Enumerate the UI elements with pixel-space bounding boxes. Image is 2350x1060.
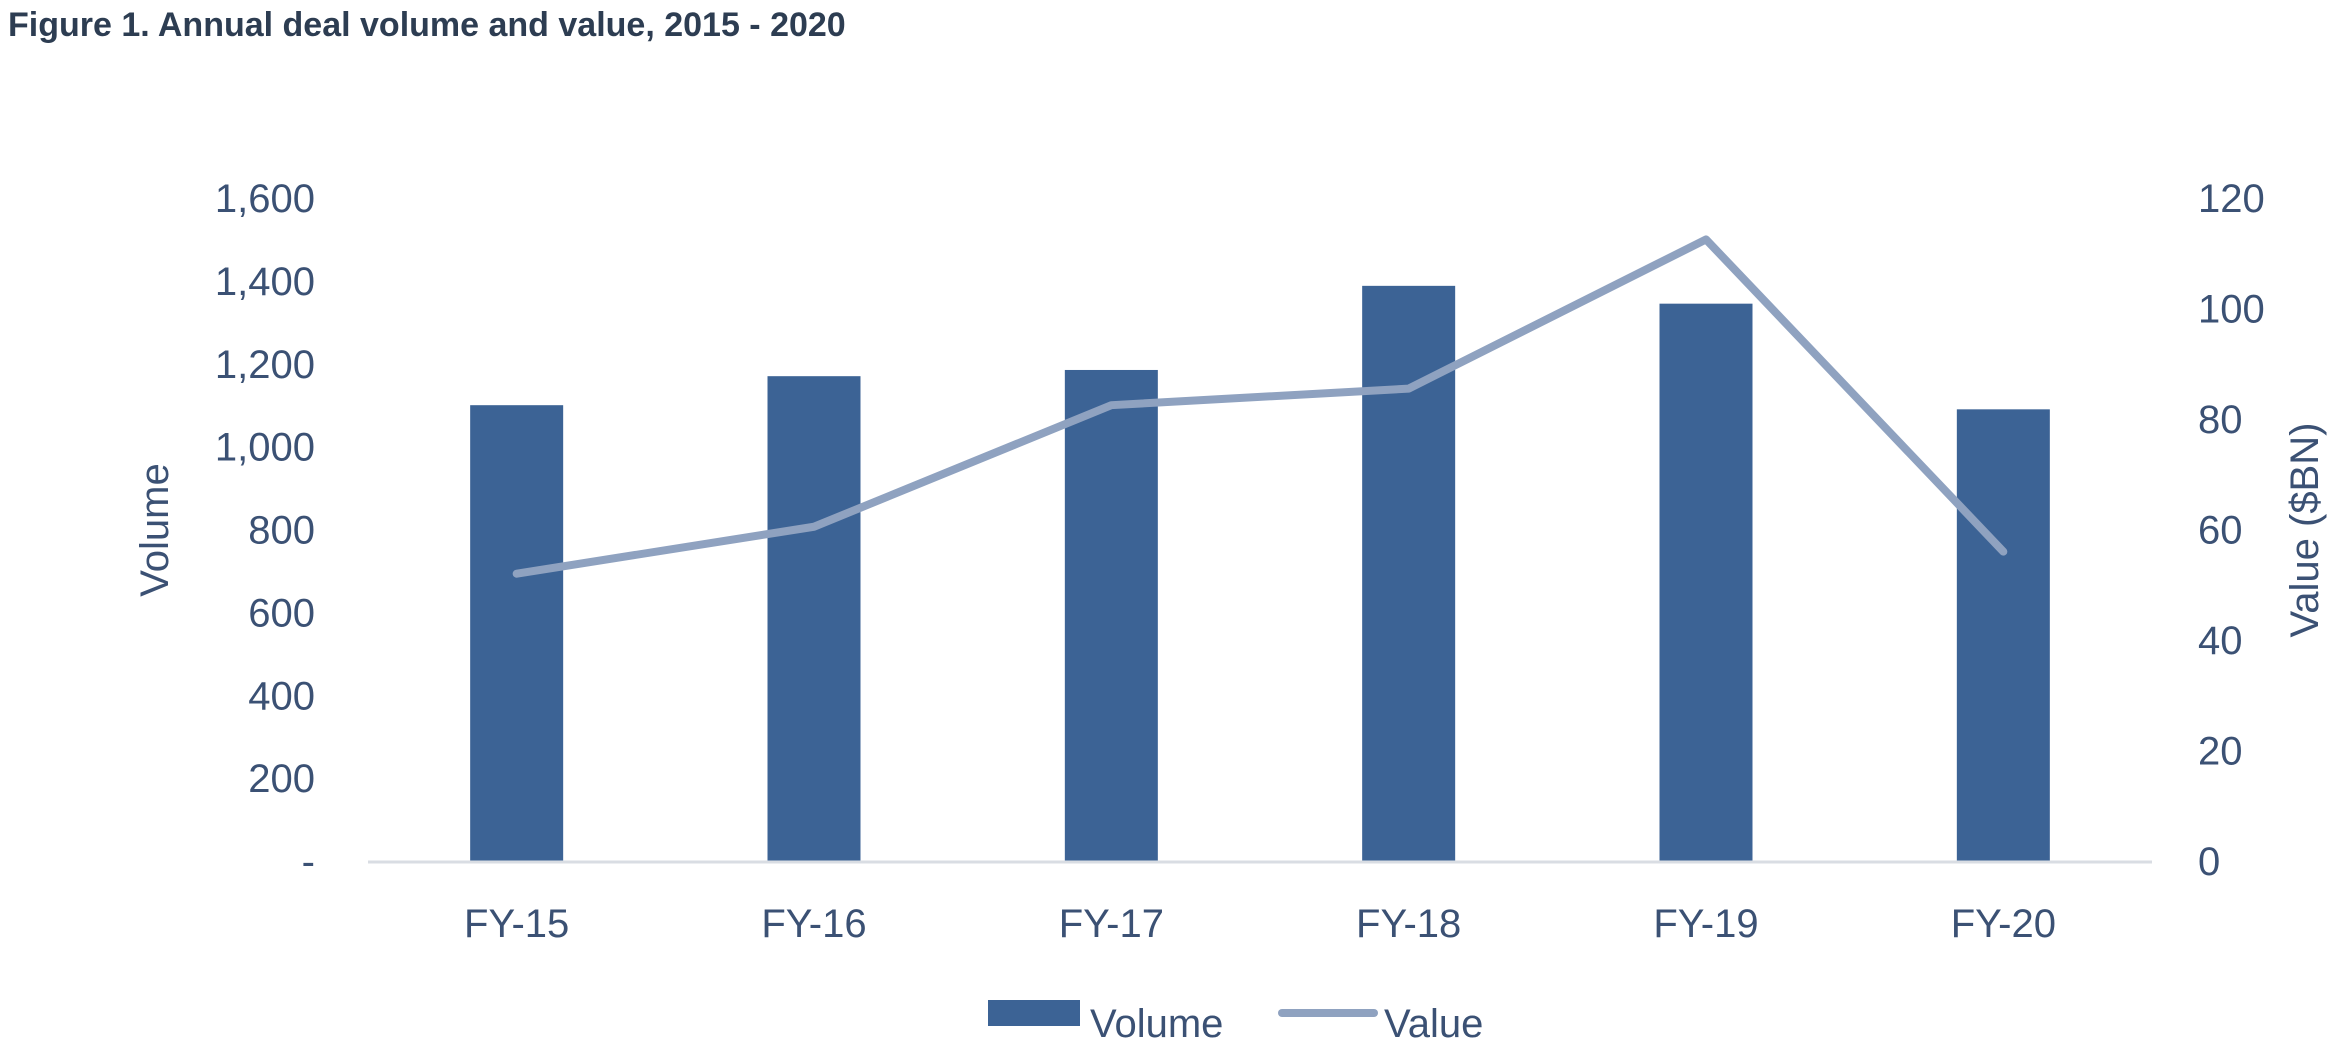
left-tick-label: 1,400 bbox=[215, 260, 315, 304]
right-axis-ticks: 0 20 40 60 80 100 120 bbox=[2198, 177, 2265, 884]
volume-bar-fy-20 bbox=[1956, 409, 2050, 861]
left-tick-label: 1,000 bbox=[215, 426, 315, 470]
right-tick-label: 100 bbox=[2198, 288, 2265, 332]
legend-value-label: Value bbox=[1384, 1002, 1483, 1046]
legend: Volume Value bbox=[988, 1000, 1483, 1046]
left-tick-label: 1,600 bbox=[215, 177, 315, 221]
left-tick-label: 400 bbox=[248, 674, 315, 718]
x-tick-label: FY-19 bbox=[1653, 902, 1758, 946]
right-tick-label: 20 bbox=[2198, 730, 2243, 774]
volume-bar-fy-15 bbox=[470, 405, 564, 861]
right-tick-label: 0 bbox=[2198, 840, 2220, 884]
volume-bar-fy-16 bbox=[767, 376, 861, 861]
volume-bar-fy-18 bbox=[1362, 285, 1456, 861]
left-tick-label: 800 bbox=[248, 509, 315, 553]
figure-title: Figure 1. Annual deal volume and value, … bbox=[8, 6, 846, 44]
value-series-line bbox=[512, 235, 2008, 578]
right-tick-label: 120 bbox=[2198, 177, 2265, 221]
x-tick-label: FY-18 bbox=[1356, 902, 1461, 946]
volume-bar-fy-19 bbox=[1659, 303, 1753, 861]
left-tick-label: - bbox=[302, 840, 315, 884]
right-tick-label: 80 bbox=[2198, 398, 2243, 442]
legend-volume-label: Volume bbox=[1090, 1002, 1223, 1046]
left-tick-label: 600 bbox=[248, 591, 315, 635]
left-tick-label: 200 bbox=[248, 757, 315, 801]
left-axis-title: Volume bbox=[133, 463, 177, 596]
right-tick-label: 40 bbox=[2198, 619, 2243, 663]
legend-volume-swatch bbox=[988, 1000, 1080, 1026]
x-tick-label: FY-16 bbox=[761, 902, 866, 946]
x-tick-label: FY-15 bbox=[464, 902, 569, 946]
x-axis-ticks: FY-15 FY-16 FY-17 FY-18 FY-19 FY-20 bbox=[464, 902, 2056, 946]
left-tick-label: 1,200 bbox=[215, 343, 315, 387]
volume-bar-fy-17 bbox=[1064, 369, 1158, 861]
value-line bbox=[512, 235, 2008, 578]
left-axis-ticks: - 200 400 600 800 1,000 1,200 1,400 1,600 bbox=[215, 177, 315, 884]
right-axis-title: Value ($BN) bbox=[2283, 423, 2327, 638]
x-tick-label: FY-17 bbox=[1059, 902, 1164, 946]
right-tick-label: 60 bbox=[2198, 509, 2243, 553]
x-tick-label: FY-20 bbox=[1951, 902, 2056, 946]
volume-bars bbox=[470, 285, 2050, 861]
